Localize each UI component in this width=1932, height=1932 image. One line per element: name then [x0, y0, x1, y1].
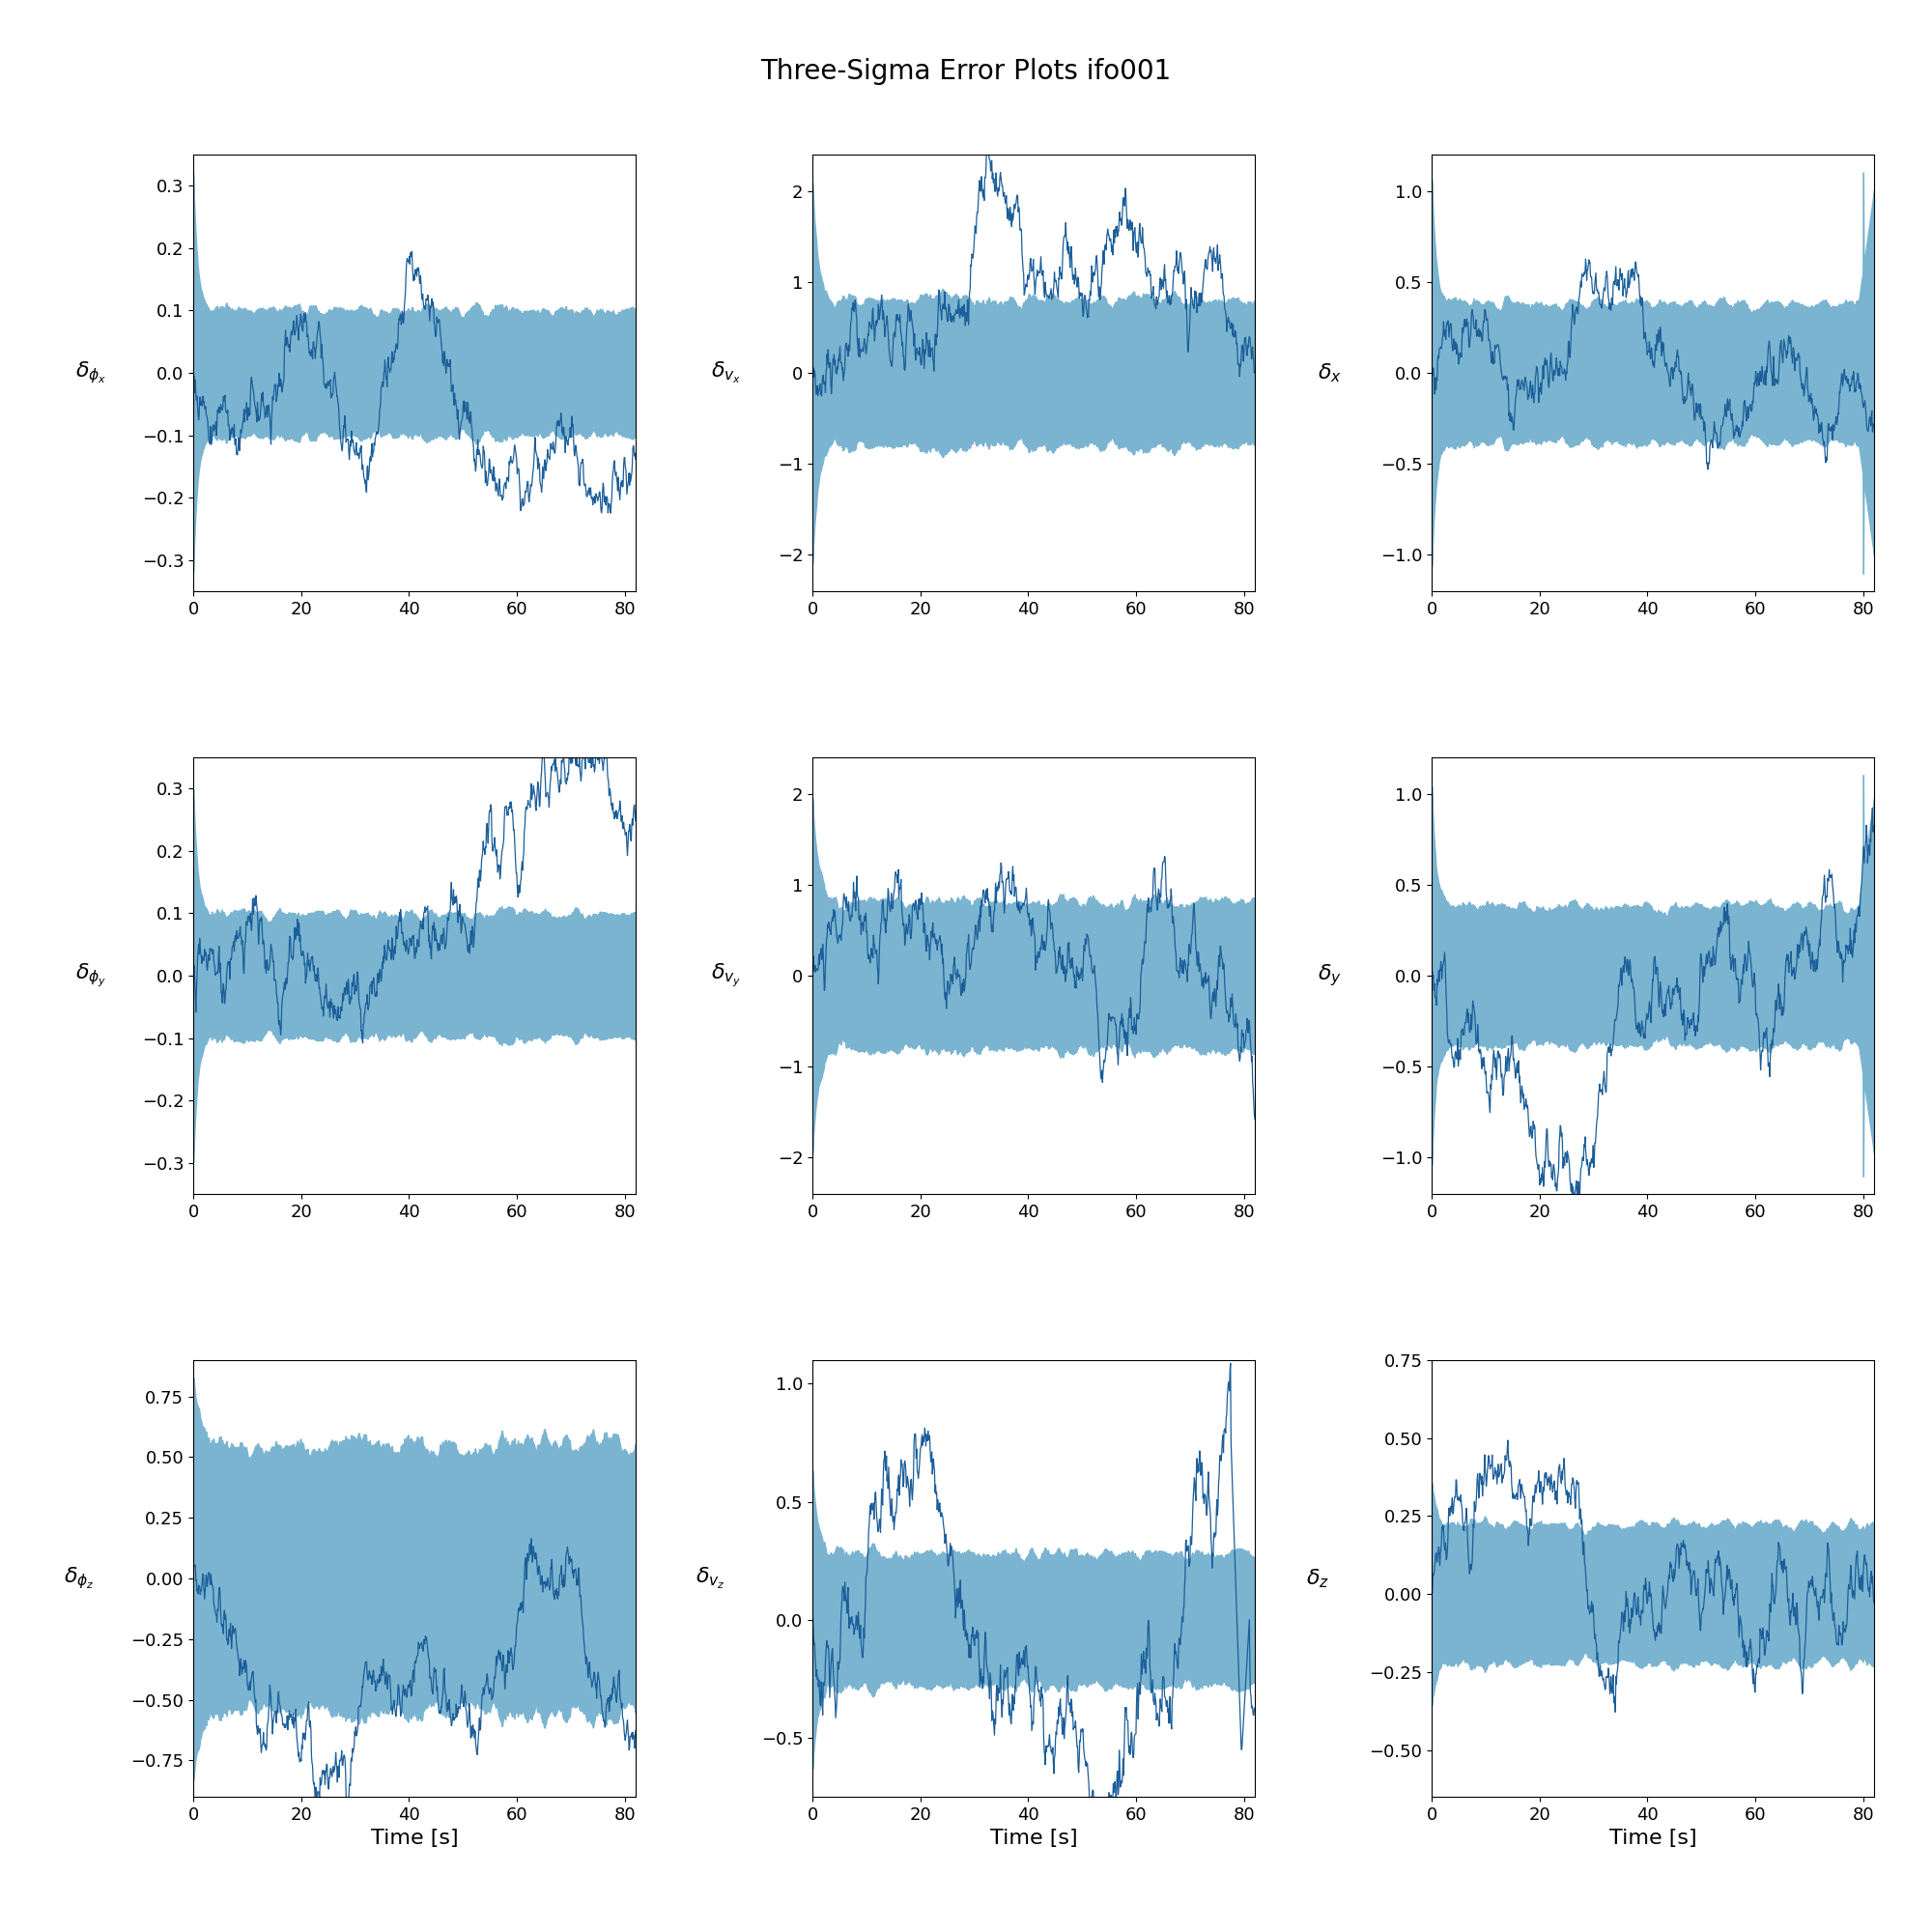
X-axis label: Time [s]: Time [s]: [1609, 1830, 1696, 1849]
Y-axis label: $\delta_x$: $\delta_x$: [1318, 361, 1341, 384]
Y-axis label: $\delta_{v_z}$: $\delta_{v_z}$: [696, 1565, 724, 1590]
Y-axis label: $\delta_{\phi_z}$: $\delta_{\phi_z}$: [64, 1565, 95, 1592]
Y-axis label: $\delta_{v_x}$: $\delta_{v_x}$: [711, 361, 742, 386]
Y-axis label: $\delta_z$: $\delta_z$: [1306, 1567, 1329, 1590]
X-axis label: Time [s]: Time [s]: [371, 1830, 458, 1849]
Y-axis label: $\delta_{\phi_x}$: $\delta_{\phi_x}$: [75, 359, 106, 386]
Y-axis label: $\delta_y$: $\delta_y$: [1318, 962, 1341, 989]
X-axis label: Time [s]: Time [s]: [989, 1830, 1078, 1849]
Y-axis label: $\delta_{\phi_y}$: $\delta_{\phi_y}$: [75, 962, 106, 989]
Y-axis label: $\delta_{v_y}$: $\delta_{v_y}$: [711, 962, 742, 989]
Text: Three-Sigma Error Plots ifo001: Three-Sigma Error Plots ifo001: [761, 58, 1171, 85]
